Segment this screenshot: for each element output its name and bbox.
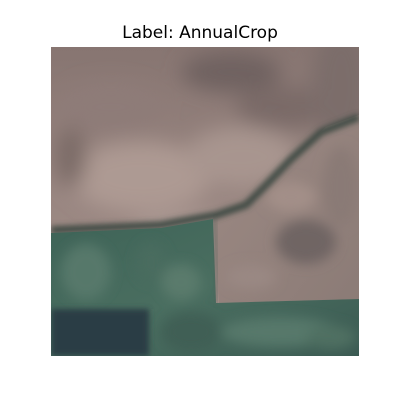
dark-plot	[51, 309, 149, 356]
vegetation-texture	[61, 242, 356, 352]
figure-title: Label: AnnualCrop	[122, 23, 278, 43]
satellite-image-svg	[51, 47, 359, 356]
satellite-image	[51, 47, 359, 356]
bare-field-right-texture	[226, 147, 359, 289]
field-boundary-road	[51, 113, 359, 234]
plot-boundary	[213, 218, 218, 304]
